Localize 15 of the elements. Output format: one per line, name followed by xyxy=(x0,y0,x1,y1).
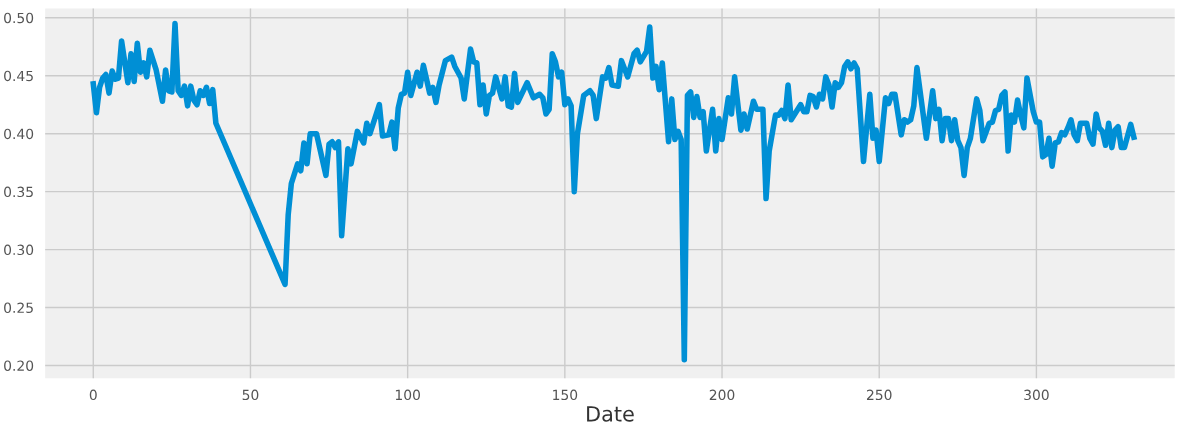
x-tick-label: 0 xyxy=(89,389,97,401)
x-tick-label: 250 xyxy=(866,389,892,401)
y-tick-label: 0.30 xyxy=(4,244,34,256)
x-tick-label: 100 xyxy=(395,389,420,401)
x-tick-label: 150 xyxy=(553,389,578,401)
y-tick-label: 0.20 xyxy=(4,360,34,371)
y-tick-label: 0.25 xyxy=(4,302,33,314)
y-tick-label: 0.50 xyxy=(4,12,34,24)
y-tick-label: 0.35 xyxy=(4,186,33,198)
x-tick-label: 50 xyxy=(242,389,259,401)
x-tick-label: 300 xyxy=(1024,389,1049,401)
x-tick-label: 200 xyxy=(709,389,735,401)
y-tick-label: 0.40 xyxy=(4,128,34,140)
y-tick-label: 0.45 xyxy=(4,70,33,82)
x-axis-title: Date xyxy=(587,406,634,422)
